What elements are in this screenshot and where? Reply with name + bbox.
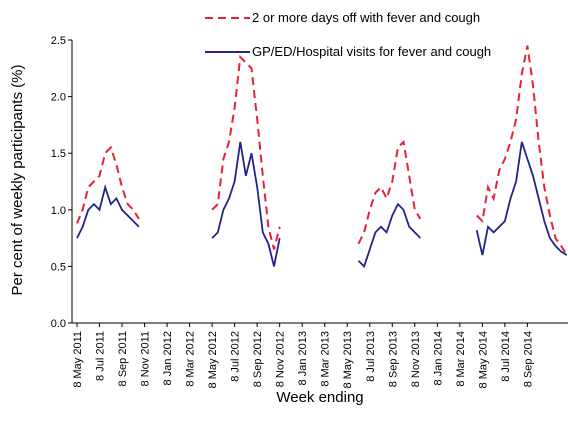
x-tick-label: 8 May 2012 (207, 331, 219, 388)
x-axis-label: Week ending (276, 389, 363, 406)
y-tick-label: 0.5 (51, 261, 66, 273)
x-tick-label: 8 Jul 2013 (365, 331, 377, 382)
x-tick-label: 8 Jan 2014 (432, 331, 444, 385)
x-tick-label: 8 Sep 2014 (522, 331, 534, 387)
x-tick-label: 8 Nov 2013 (410, 331, 422, 387)
y-tick-label: 1.5 (51, 148, 66, 160)
x-tick-label: 8 Sep 2013 (387, 331, 399, 387)
x-tick-label: 8 Jul 2014 (500, 331, 512, 382)
x-tick-label: 8 Sep 2012 (252, 331, 264, 387)
x-tick-label: 8 May 2011 (72, 331, 84, 388)
y-tick-label: 2.5 (51, 35, 66, 47)
x-tick-label: 8 May 2014 (477, 331, 489, 388)
x-tick-label: 8 Sep 2011 (117, 331, 129, 386)
x-tick-label: 8 Mar 2013 (320, 331, 332, 387)
y-tick-label: 1.0 (51, 205, 66, 217)
series-line (76, 45, 568, 256)
y-tick-label: 0.0 (51, 318, 66, 330)
x-tick-label: 8 May 2013 (342, 331, 354, 388)
legend-label: GP/ED/Hospital visits for fever and coug… (252, 44, 491, 59)
x-tick-label: 8 Mar 2014 (455, 331, 467, 387)
x-tick-label: 8 Jan 2012 (162, 331, 174, 385)
x-tick-label: 8 Jul 2011 (95, 331, 107, 381)
series-line (76, 141, 568, 269)
x-tick-label: 8 Jan 2013 (297, 331, 309, 385)
x-tick-label: 8 Mar 2012 (185, 331, 197, 387)
x-tick-label: 8 Nov 2011 (140, 331, 152, 386)
legend-label: 2 or more days off with fever and cough (252, 10, 480, 25)
y-axis-label: Per cent of weekly participants (%) (9, 65, 26, 296)
y-tick-label: 2.0 (51, 92, 66, 104)
x-tick-label: 8 Nov 2012 (275, 331, 287, 387)
x-tick-label: 8 Jul 2012 (230, 331, 242, 382)
